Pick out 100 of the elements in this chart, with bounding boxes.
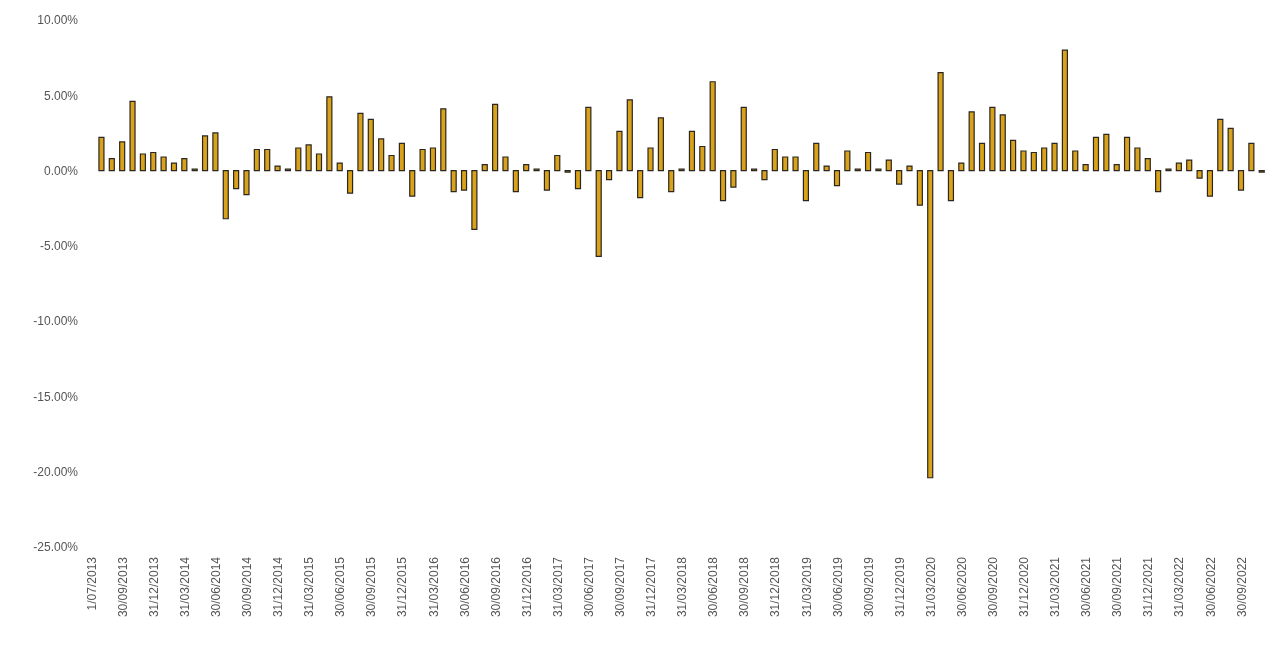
bar: [802, 169, 810, 202]
bar: [326, 96, 333, 172]
bar: [1134, 147, 1141, 172]
x-tick-label: 31/03/2018: [675, 556, 690, 618]
bar: [139, 153, 146, 172]
x-tick-label: 31/03/2021: [1048, 556, 1063, 618]
bar: [688, 130, 696, 172]
bar: [647, 147, 654, 172]
bar: [201, 135, 209, 172]
x-tick-label: 31/12/2017: [644, 556, 659, 618]
bar: [150, 151, 157, 172]
x-tick-label: 30/06/2021: [1079, 556, 1094, 618]
x-tick-label: 30/06/2016: [457, 556, 472, 618]
bar: [1175, 162, 1182, 172]
x-tick-label: 1/07/2013: [84, 556, 99, 611]
bar: [978, 142, 986, 172]
bar: [1196, 169, 1203, 179]
x-tick-label: 30/09/2016: [488, 556, 503, 618]
bar: [315, 153, 323, 172]
x-tick-label: 31/03/2020: [923, 556, 938, 618]
bar: [595, 169, 602, 257]
bar: [637, 169, 644, 199]
x-tick-label: 31/12/2018: [768, 556, 783, 618]
y-tick-label: 10.00%: [37, 13, 79, 28]
bar: [958, 162, 965, 172]
bar: [460, 169, 468, 191]
bar: [502, 156, 509, 172]
x-tick-label: 30/06/2018: [706, 556, 721, 618]
bar: [761, 169, 768, 181]
bar: [346, 169, 354, 194]
bar: [481, 163, 488, 172]
y-tick-label: -10.00%: [33, 314, 79, 329]
bar: [947, 169, 955, 202]
bar: [440, 108, 447, 172]
bar: [492, 103, 499, 172]
bar: [1206, 169, 1214, 197]
bar: [1144, 157, 1151, 172]
bar: [409, 169, 416, 197]
bar: [1103, 133, 1110, 172]
bar: [1010, 139, 1017, 172]
x-tick-label: 30/06/2019: [830, 556, 845, 618]
bar: [927, 169, 934, 479]
x-tick-label: 31/12/2015: [395, 556, 410, 618]
bar: [429, 147, 437, 172]
x-tick-label: 30/09/2021: [1110, 556, 1125, 618]
x-tick-label: 30/06/2015: [333, 556, 348, 618]
bar: [906, 165, 913, 172]
bar: [1217, 118, 1224, 172]
bar: [1155, 169, 1162, 193]
bar: [119, 141, 126, 172]
x-tick-label: 30/06/2017: [581, 556, 596, 618]
bar: [719, 169, 727, 202]
bar: [471, 169, 478, 230]
bar: [170, 162, 178, 172]
bar: [782, 156, 789, 172]
bar: [616, 130, 623, 172]
bar: [388, 154, 395, 172]
bar: [398, 142, 405, 172]
bar: [129, 100, 136, 172]
bar: [222, 169, 229, 220]
x-tick-label: 31/03/2022: [1172, 556, 1187, 618]
x-tick-label: 30/06/2014: [209, 556, 224, 618]
x-tick-label: 30/09/2015: [364, 556, 379, 618]
bar: [419, 148, 426, 172]
bar: [543, 169, 551, 191]
bar: [274, 165, 281, 172]
bar: [367, 118, 374, 172]
bar: [1237, 169, 1245, 191]
bar: [605, 169, 613, 181]
bar: [730, 169, 737, 188]
y-tick-label: -25.00%: [33, 540, 79, 555]
x-tick-label: 30/09/2022: [1234, 556, 1249, 618]
x-tick-label: 31/12/2020: [1017, 556, 1032, 618]
bar: [709, 81, 716, 172]
bar: [999, 114, 1006, 172]
y-tick-label: -20.00%: [33, 464, 79, 479]
bar: [740, 106, 747, 172]
bar: [554, 154, 561, 172]
bar: [1082, 163, 1089, 172]
bar: [1030, 151, 1037, 172]
x-tick-label: 30/09/2020: [985, 556, 1000, 618]
bar: [108, 157, 115, 172]
bar: [813, 142, 820, 172]
x-tick-label: 30/09/2017: [613, 556, 628, 618]
bar: [1072, 150, 1079, 172]
bar: [916, 169, 923, 206]
bar: [771, 148, 778, 172]
bar: [844, 150, 851, 172]
bar: [896, 169, 903, 185]
bar: [864, 151, 872, 172]
y-tick-label: -5.00%: [39, 239, 79, 254]
x-tick-label: 30/09/2019: [861, 556, 876, 618]
bar: [243, 169, 250, 196]
x-tick-label: 30/06/2020: [954, 556, 969, 618]
bar: [233, 169, 240, 190]
x-tick-label: 31/03/2019: [799, 556, 814, 618]
x-tick-label: 31/12/2014: [271, 556, 286, 618]
x-tick-label: 31/03/2017: [550, 556, 565, 618]
bar: [1186, 159, 1193, 172]
bar: [295, 147, 302, 172]
